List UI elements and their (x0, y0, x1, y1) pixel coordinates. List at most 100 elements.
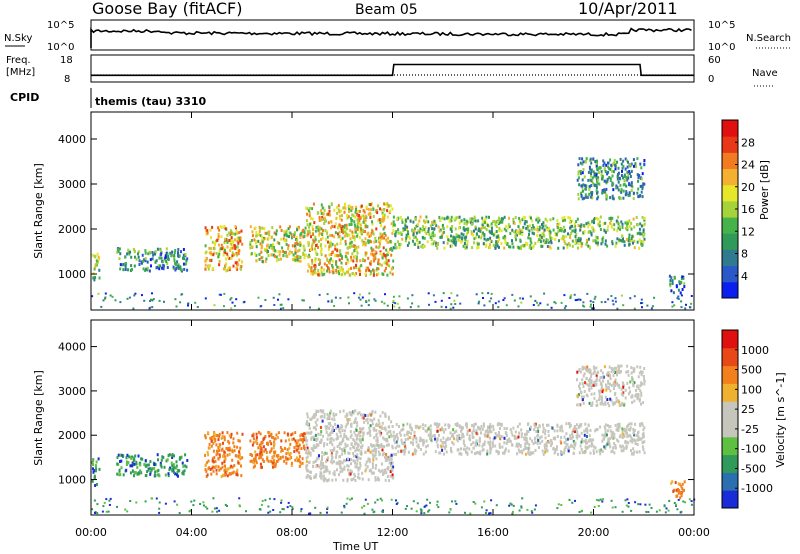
data-cell (320, 209, 323, 213)
nave-label: Nave (752, 68, 778, 79)
data-cell (616, 160, 619, 164)
data-cell (612, 436, 615, 440)
data-cell (186, 268, 189, 272)
data-cell (594, 160, 597, 163)
data-cell (323, 470, 326, 474)
data-cell (333, 305, 336, 307)
data-cell (574, 241, 577, 245)
data-cell (367, 304, 370, 307)
data-cell (618, 385, 621, 389)
data-cell (445, 450, 448, 454)
data-cell (547, 430, 550, 433)
data-cell (330, 257, 332, 261)
data-cell (549, 239, 552, 243)
cpid-label: CPID (10, 91, 39, 104)
data-cell (623, 427, 626, 431)
data-cell (531, 219, 534, 223)
data-cell (590, 179, 593, 183)
data-cell (128, 252, 131, 256)
data-cell (150, 298, 153, 301)
data-cell (621, 225, 624, 229)
data-cell (642, 234, 645, 238)
data-cell (373, 417, 376, 421)
data-cell (319, 511, 322, 514)
data-cell (595, 241, 598, 245)
data-cell (336, 265, 339, 269)
data-cell (330, 220, 333, 224)
data-cell (205, 461, 208, 465)
data-cell (314, 238, 317, 242)
data-cell (343, 451, 346, 455)
data-cell (683, 480, 686, 484)
data-cell (475, 429, 478, 432)
data-cell (640, 232, 643, 236)
data-cell (450, 292, 453, 295)
data-cell (210, 253, 213, 256)
data-cell (641, 441, 644, 445)
data-cell (589, 157, 592, 161)
data-cell (569, 434, 572, 438)
data-cell (523, 243, 526, 247)
data-cell (636, 240, 639, 244)
data-cell (574, 499, 576, 502)
data-cell (211, 436, 213, 440)
data-cell (158, 267, 161, 271)
data-cell (579, 444, 582, 448)
nsearch-tick-bottom: 10^0 (708, 42, 735, 53)
data-cell (92, 470, 95, 474)
data-cell (226, 431, 229, 435)
data-cell (384, 428, 387, 432)
data-cell (331, 461, 334, 465)
data-cell (327, 414, 330, 418)
data-cell (267, 511, 270, 514)
data-cell (326, 479, 329, 483)
data-cell (472, 218, 475, 222)
data-cell (620, 188, 623, 192)
data-cell (359, 225, 362, 229)
data-cell (359, 464, 362, 467)
data-cell (261, 499, 264, 502)
data-cell (357, 472, 360, 476)
data-cell (523, 437, 526, 441)
data-cell (402, 227, 405, 231)
data-cell (355, 205, 358, 209)
data-cell (523, 216, 526, 220)
data-cell (583, 175, 586, 179)
data-cell (498, 216, 500, 220)
data-cell (466, 429, 469, 433)
data-cell (550, 241, 553, 245)
data-cell (283, 459, 286, 463)
data-cell (368, 268, 371, 272)
data-cell (134, 454, 137, 458)
data-cell (252, 461, 255, 465)
data-cell (261, 465, 263, 469)
data-cell (433, 233, 436, 237)
data-cell (226, 245, 229, 249)
data-cell (509, 232, 512, 235)
data-cell (175, 305, 178, 308)
data-cell (379, 433, 382, 437)
data-cell (486, 428, 489, 432)
data-cell (330, 454, 333, 458)
data-cell (437, 506, 440, 509)
data-cell (525, 226, 528, 230)
data-cell (253, 238, 256, 242)
data-cell (228, 441, 231, 445)
data-cell (381, 272, 384, 276)
data-cell (638, 450, 641, 454)
data-cell (337, 225, 340, 229)
data-cell (505, 427, 508, 431)
data-cell (238, 453, 241, 457)
data-cell (484, 511, 487, 514)
data-cell (341, 236, 344, 240)
data-cell (547, 440, 549, 443)
data-cell (451, 441, 454, 444)
data-cell (555, 232, 558, 236)
data-cell (633, 369, 636, 373)
data-cell (315, 409, 318, 413)
data-cell (546, 226, 549, 230)
data-cell (478, 300, 481, 303)
data-cell (98, 268, 101, 272)
data-cell (174, 472, 177, 476)
data-cell (354, 255, 357, 258)
